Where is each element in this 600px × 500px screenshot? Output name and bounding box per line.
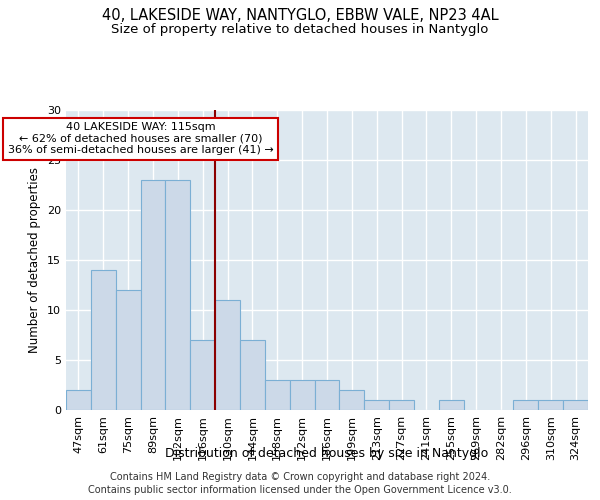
Bar <box>91 270 116 410</box>
Bar <box>389 400 414 410</box>
Bar <box>314 380 340 410</box>
Bar <box>439 400 464 410</box>
Bar <box>514 400 538 410</box>
Bar <box>116 290 140 410</box>
Text: Contains HM Land Registry data © Crown copyright and database right 2024.: Contains HM Land Registry data © Crown c… <box>110 472 490 482</box>
Bar <box>66 390 91 410</box>
Text: Size of property relative to detached houses in Nantyglo: Size of property relative to detached ho… <box>112 22 488 36</box>
Bar <box>290 380 314 410</box>
Bar <box>190 340 215 410</box>
Bar <box>340 390 364 410</box>
Bar <box>166 180 190 410</box>
Bar <box>364 400 389 410</box>
Y-axis label: Number of detached properties: Number of detached properties <box>28 167 41 353</box>
Text: Distribution of detached houses by size in Nantyglo: Distribution of detached houses by size … <box>166 448 488 460</box>
Text: Contains public sector information licensed under the Open Government Licence v3: Contains public sector information licen… <box>88 485 512 495</box>
Text: 40 LAKESIDE WAY: 115sqm
← 62% of detached houses are smaller (70)
36% of semi-de: 40 LAKESIDE WAY: 115sqm ← 62% of detache… <box>8 122 274 155</box>
Bar <box>215 300 240 410</box>
Bar <box>538 400 563 410</box>
Bar <box>240 340 265 410</box>
Bar <box>563 400 588 410</box>
Bar <box>265 380 290 410</box>
Text: 40, LAKESIDE WAY, NANTYGLO, EBBW VALE, NP23 4AL: 40, LAKESIDE WAY, NANTYGLO, EBBW VALE, N… <box>101 8 499 22</box>
Bar <box>140 180 166 410</box>
